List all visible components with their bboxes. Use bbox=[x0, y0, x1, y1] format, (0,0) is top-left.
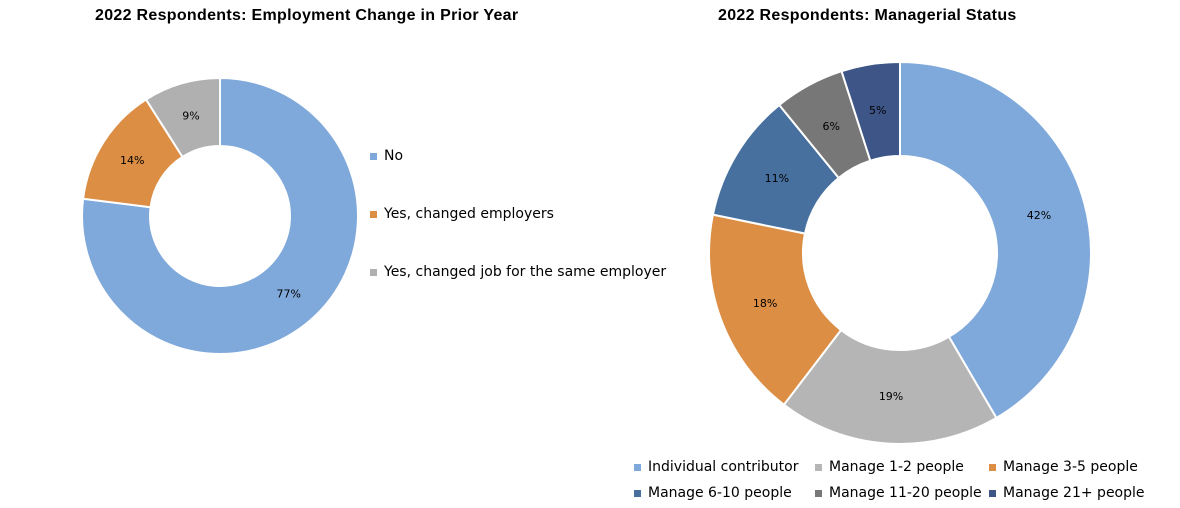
legend-label: Manage 6-10 people bbox=[648, 485, 792, 501]
legend-item-changed-job-same-employer: Yes, changed job for the same employer bbox=[370, 264, 666, 280]
legend-item-manage-3-5: Manage 3-5 people bbox=[989, 459, 1138, 475]
legend-employment-change: No Yes, changed employers Yes, changed j… bbox=[370, 148, 670, 288]
legend-item-manage-11-20: Manage 11-20 people bbox=[815, 485, 982, 501]
legend-item-manage-1-2: Manage 1-2 people bbox=[815, 459, 964, 475]
data-label-individual-contributor: 42% bbox=[1027, 209, 1051, 222]
legend-item-changed-employers: Yes, changed employers bbox=[370, 206, 554, 222]
legend-item-manage-6-10: Manage 6-10 people bbox=[634, 485, 792, 501]
legend-label: Individual contributor bbox=[648, 459, 799, 475]
legend-item-individual-contributor: Individual contributor bbox=[634, 459, 798, 475]
slice-yes-changed-job-for-the-same-employer bbox=[144, 76, 221, 159]
legend-managerial-status: Individual contributor Manage 1-2 people… bbox=[634, 459, 1174, 507]
data-label-manage-21-people: 5% bbox=[869, 104, 886, 117]
legend-label: Manage 3-5 people bbox=[1003, 459, 1138, 475]
legend-swatch bbox=[815, 463, 822, 471]
legend-label: Yes, changed job for the same employer bbox=[384, 264, 667, 280]
slice-individual-contributor bbox=[899, 60, 1092, 420]
legend-label: No bbox=[384, 148, 404, 164]
data-label-manage-11-20-people: 6% bbox=[823, 120, 840, 133]
legend-item-no: No bbox=[370, 148, 403, 164]
legend-label: Manage 21+ people bbox=[1003, 485, 1145, 501]
slice-no bbox=[81, 76, 359, 355]
legend-swatch bbox=[634, 463, 641, 471]
chart-title-employment-change: 2022 Respondents: Employment Change in P… bbox=[95, 7, 519, 24]
slice-manage-1-2-people bbox=[782, 328, 998, 445]
legend-swatch bbox=[370, 210, 377, 218]
data-label-manage-6-10-people: 11% bbox=[765, 172, 789, 185]
legend-swatch bbox=[989, 489, 996, 497]
data-label-no: 77% bbox=[277, 288, 301, 301]
legend-swatch bbox=[634, 489, 641, 497]
legend-swatch bbox=[370, 268, 377, 276]
legend-swatch bbox=[815, 489, 822, 497]
data-label-manage-3-5-people: 18% bbox=[753, 297, 777, 310]
legend-item-manage-21-plus: Manage 21+ people bbox=[989, 485, 1145, 501]
chart-title-managerial-status: 2022 Respondents: Managerial Status bbox=[718, 7, 1017, 24]
legend-swatch bbox=[989, 463, 996, 471]
slice-manage-21-people bbox=[840, 60, 901, 162]
legend-label: Manage 11-20 people bbox=[829, 485, 982, 501]
legend-label: Yes, changed employers bbox=[384, 206, 554, 222]
legend-swatch bbox=[370, 152, 377, 160]
donut-managerial-status: 42% 19% 18% 11% 6% 5% bbox=[708, 60, 1092, 445]
data-label-yes-changed-job-for-the-same-employer: 9% bbox=[182, 110, 199, 123]
data-label-manage-1-2-people: 19% bbox=[879, 390, 903, 403]
donut-employment-change: 77% 14% 9% bbox=[81, 76, 359, 355]
legend-label: Manage 1-2 people bbox=[829, 459, 964, 475]
slice-manage-3-5-people bbox=[708, 213, 843, 407]
data-label-yes-changed-employers: 14% bbox=[120, 154, 144, 167]
